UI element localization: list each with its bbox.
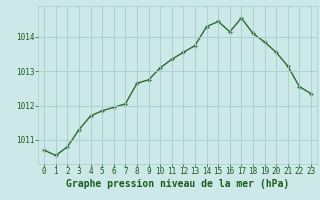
X-axis label: Graphe pression niveau de la mer (hPa): Graphe pression niveau de la mer (hPa) [66,179,289,189]
